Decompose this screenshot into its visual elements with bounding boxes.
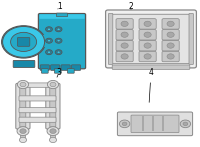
FancyBboxPatch shape <box>162 40 179 51</box>
FancyBboxPatch shape <box>19 117 56 122</box>
Circle shape <box>144 43 151 48</box>
FancyBboxPatch shape <box>39 14 85 19</box>
FancyBboxPatch shape <box>56 13 68 17</box>
Text: 4: 4 <box>149 68 153 102</box>
Circle shape <box>17 80 29 89</box>
FancyBboxPatch shape <box>162 30 179 40</box>
FancyBboxPatch shape <box>7 38 17 46</box>
Circle shape <box>180 120 191 128</box>
Circle shape <box>57 51 60 53</box>
FancyBboxPatch shape <box>19 83 56 87</box>
Circle shape <box>19 137 27 143</box>
Circle shape <box>46 50 52 55</box>
FancyBboxPatch shape <box>139 40 156 51</box>
FancyBboxPatch shape <box>139 19 156 29</box>
FancyBboxPatch shape <box>139 51 156 62</box>
Circle shape <box>47 80 59 89</box>
FancyBboxPatch shape <box>106 10 196 68</box>
Circle shape <box>17 127 29 136</box>
FancyBboxPatch shape <box>139 30 156 40</box>
FancyBboxPatch shape <box>131 115 179 133</box>
Circle shape <box>144 21 151 26</box>
Circle shape <box>57 28 60 30</box>
Text: 1: 1 <box>58 2 62 11</box>
FancyBboxPatch shape <box>162 51 179 62</box>
Circle shape <box>11 32 37 51</box>
Circle shape <box>46 27 52 32</box>
Text: 2: 2 <box>129 2 133 11</box>
FancyBboxPatch shape <box>116 40 133 51</box>
FancyBboxPatch shape <box>189 14 193 64</box>
FancyBboxPatch shape <box>116 30 133 40</box>
FancyBboxPatch shape <box>61 65 70 70</box>
Circle shape <box>183 122 188 126</box>
Circle shape <box>47 40 51 42</box>
FancyBboxPatch shape <box>16 83 30 129</box>
FancyBboxPatch shape <box>111 14 191 64</box>
FancyBboxPatch shape <box>13 60 35 67</box>
FancyBboxPatch shape <box>117 112 193 136</box>
Circle shape <box>3 26 45 57</box>
Circle shape <box>50 129 56 133</box>
Circle shape <box>167 32 174 37</box>
Circle shape <box>55 38 62 43</box>
FancyBboxPatch shape <box>50 85 56 127</box>
FancyBboxPatch shape <box>46 83 60 129</box>
Circle shape <box>46 38 52 43</box>
Circle shape <box>47 127 59 136</box>
Circle shape <box>122 122 127 126</box>
FancyBboxPatch shape <box>41 69 48 73</box>
Circle shape <box>121 54 128 59</box>
Circle shape <box>144 32 151 37</box>
FancyBboxPatch shape <box>71 65 81 70</box>
FancyBboxPatch shape <box>38 14 86 69</box>
FancyBboxPatch shape <box>116 19 133 29</box>
FancyBboxPatch shape <box>17 37 30 46</box>
Bar <box>162 116 164 131</box>
FancyBboxPatch shape <box>112 65 190 69</box>
Circle shape <box>47 51 51 53</box>
Circle shape <box>144 54 151 59</box>
Circle shape <box>20 129 26 133</box>
FancyBboxPatch shape <box>50 130 55 139</box>
FancyBboxPatch shape <box>108 14 113 64</box>
FancyBboxPatch shape <box>67 69 74 73</box>
FancyBboxPatch shape <box>19 96 56 101</box>
Circle shape <box>119 120 130 128</box>
Circle shape <box>20 82 26 87</box>
Circle shape <box>167 21 174 26</box>
Circle shape <box>49 137 57 143</box>
FancyBboxPatch shape <box>162 19 179 29</box>
FancyBboxPatch shape <box>51 65 60 70</box>
FancyBboxPatch shape <box>36 35 47 47</box>
Circle shape <box>57 40 60 42</box>
Circle shape <box>121 32 128 37</box>
FancyBboxPatch shape <box>20 130 25 139</box>
Circle shape <box>50 82 56 87</box>
Circle shape <box>55 50 62 55</box>
FancyBboxPatch shape <box>54 69 61 73</box>
Circle shape <box>167 43 174 48</box>
Circle shape <box>121 21 128 26</box>
FancyBboxPatch shape <box>40 65 49 70</box>
Circle shape <box>55 27 62 32</box>
Circle shape <box>121 43 128 48</box>
FancyBboxPatch shape <box>19 108 56 113</box>
Circle shape <box>2 26 46 58</box>
Bar <box>142 116 144 131</box>
Circle shape <box>167 54 174 59</box>
Text: 3: 3 <box>57 68 61 77</box>
FancyBboxPatch shape <box>116 51 133 62</box>
FancyBboxPatch shape <box>20 85 26 127</box>
Bar <box>152 116 154 131</box>
Circle shape <box>47 28 51 30</box>
